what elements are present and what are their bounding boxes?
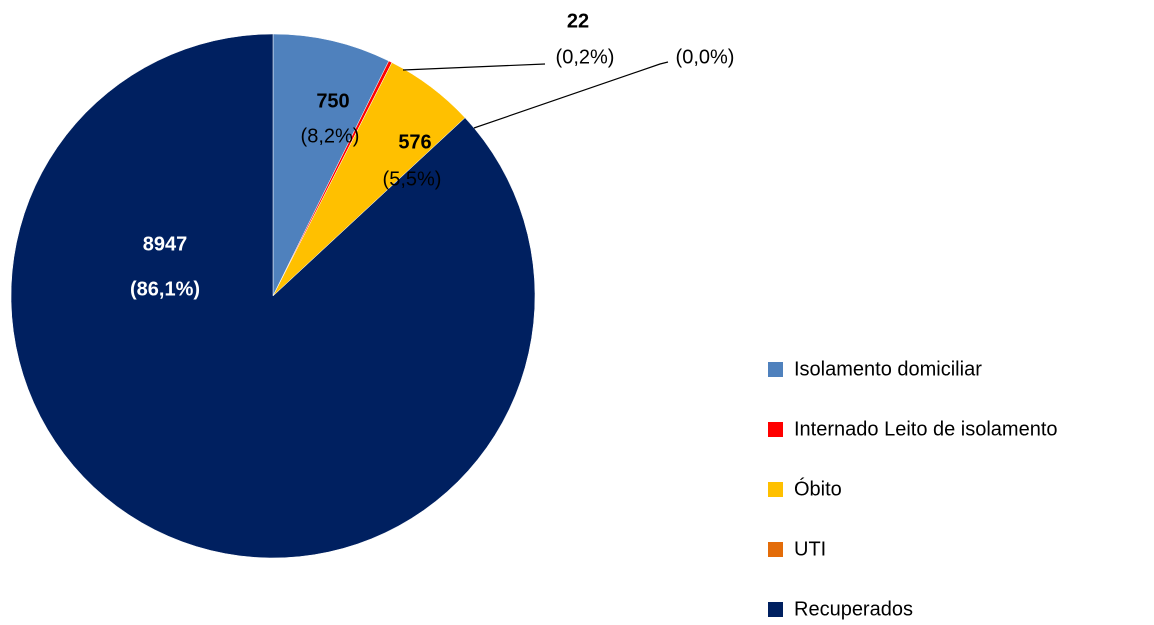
- percent-label: (86,1%): [130, 278, 200, 300]
- data-label: 8947: [143, 233, 188, 255]
- percent-label: (0,0%): [676, 46, 735, 68]
- legend-label: Internado Leito de isolamento: [794, 418, 1058, 440]
- data-label: 750: [316, 90, 349, 112]
- legend-swatch: [768, 602, 783, 617]
- legend-label: Recuperados: [794, 598, 913, 620]
- leader-line: [473, 61, 669, 129]
- legend-label: UTI: [794, 538, 826, 560]
- data-label: 576: [398, 131, 431, 153]
- legend-label: Óbito: [794, 477, 842, 500]
- pie-slice: [10, 33, 536, 559]
- leader-line: [402, 63, 546, 71]
- legend-swatch: [768, 542, 783, 557]
- percent-label: (0,2%): [556, 46, 615, 68]
- pie-slice: [272, 33, 390, 297]
- legend-swatch: [768, 362, 783, 377]
- legend-swatch: [768, 422, 783, 437]
- percent-label: (8,2%): [301, 125, 360, 147]
- data-label: 22: [567, 10, 589, 32]
- legend-label: Isolamento domiciliar: [794, 358, 982, 380]
- percent-label: (5,5%): [383, 168, 442, 190]
- legend-swatch: [768, 482, 783, 497]
